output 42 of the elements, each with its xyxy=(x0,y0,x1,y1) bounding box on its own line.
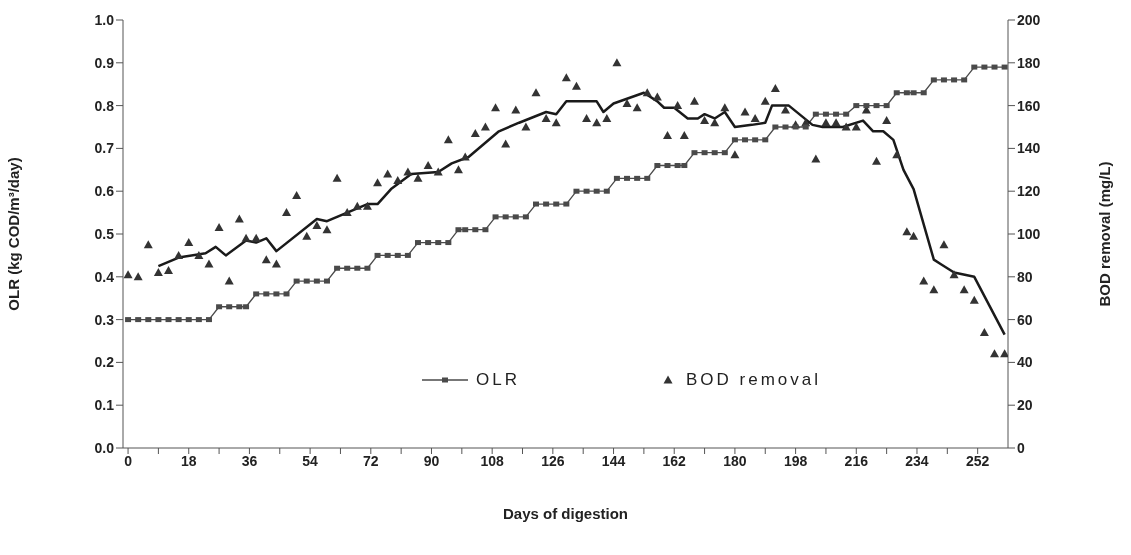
x-tick-label: 216 xyxy=(844,452,869,469)
legend-label: BOD removal xyxy=(685,370,821,390)
y-tick-label: 0.7 xyxy=(94,140,115,157)
y-axis-title: OLR (kg COD/m³/day) xyxy=(5,157,23,311)
x-tick-label: 108 xyxy=(480,452,505,469)
y2-tick-label: 40 xyxy=(1017,354,1033,371)
x-tick-label: 198 xyxy=(783,452,808,469)
x-tick-label: 180 xyxy=(723,452,747,469)
y-tick-label: 0.1 xyxy=(94,397,115,414)
x-tick-label: 162 xyxy=(662,452,687,469)
x-tick-label: 234 xyxy=(905,452,929,469)
y2-tick-label: 140 xyxy=(1017,140,1041,157)
y2-axis-title: BOD removal (mg/L) xyxy=(1096,161,1114,307)
x-tick-label: 252 xyxy=(965,452,990,469)
y2-tick-label: 200 xyxy=(1017,11,1041,28)
x-tick-label: 90 xyxy=(423,452,440,469)
y2-tick-label: 180 xyxy=(1017,54,1041,71)
y2-tick-label: 120 xyxy=(1017,183,1041,200)
y2-tick-label: 20 xyxy=(1017,397,1033,414)
x-tick-label: 72 xyxy=(363,452,379,469)
y-tick-label: 0.3 xyxy=(94,311,115,328)
x-tick-label: 18 xyxy=(180,452,197,469)
y-tick-label: 0.2 xyxy=(94,354,115,371)
x-tick-label: 54 xyxy=(302,452,319,469)
y-tick-label: 0.4 xyxy=(94,268,115,285)
x-tick-label: 0 xyxy=(124,452,133,469)
y2-tick-label: 80 xyxy=(1017,268,1033,285)
x-tick-label: 126 xyxy=(541,452,565,469)
y2-tick-label: 0 xyxy=(1017,439,1025,456)
x-axis-title: Days of digestion xyxy=(502,505,629,522)
legend-label: OLR xyxy=(476,370,520,390)
y-tick-label: 0.6 xyxy=(94,183,115,200)
y2-tick-label: 160 xyxy=(1017,97,1041,114)
y2-tick-label: 60 xyxy=(1017,311,1033,328)
y-tick-label: 0.8 xyxy=(94,97,115,114)
y-tick-label: 0.0 xyxy=(94,439,115,456)
y-tick-label: 0.5 xyxy=(94,225,115,242)
x-tick-label: 36 xyxy=(241,452,258,469)
y-tick-label: 0.9 xyxy=(94,54,115,71)
x-tick-label: 144 xyxy=(601,452,626,469)
y-tick-label: 1.0 xyxy=(94,11,115,28)
y2-tick-label: 100 xyxy=(1017,225,1041,242)
